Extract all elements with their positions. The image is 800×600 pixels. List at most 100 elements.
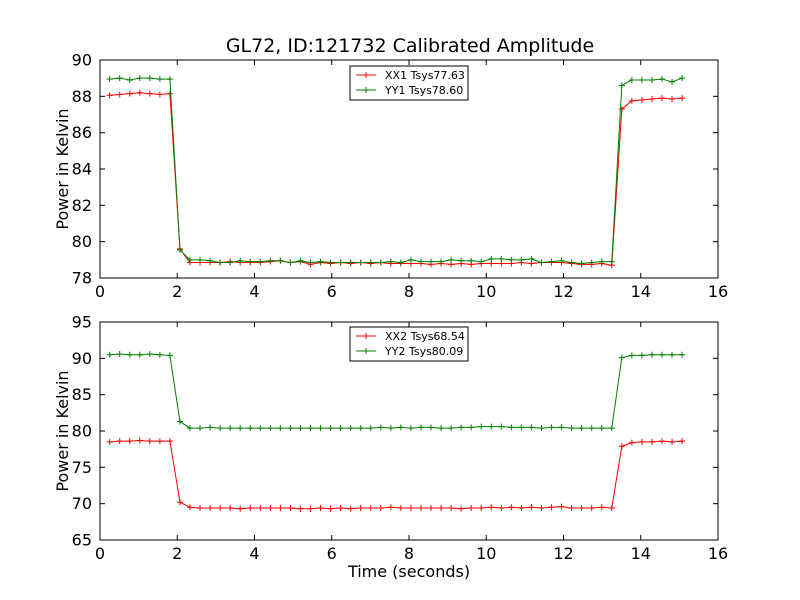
x-tick-label: 8 (404, 282, 414, 301)
data-point (438, 425, 445, 432)
data-point (377, 424, 384, 431)
y-tick-label: 85 (72, 385, 92, 404)
data-point (438, 258, 445, 265)
data-point (146, 75, 153, 82)
data-point (428, 258, 435, 265)
data-point (166, 90, 173, 97)
data-point (307, 425, 314, 432)
data-point (146, 350, 153, 357)
data-point (669, 351, 676, 358)
data-point (136, 75, 143, 82)
data-point (146, 438, 153, 445)
data-point (417, 505, 424, 512)
series-2 (106, 350, 686, 432)
data-point (347, 259, 354, 266)
x-tick-label: 6 (327, 282, 337, 301)
data-point (588, 505, 595, 512)
data-point (126, 76, 133, 83)
data-point (658, 76, 665, 83)
data-point (106, 438, 113, 445)
data-point (458, 424, 465, 431)
data-point (317, 505, 324, 512)
data-point (317, 425, 324, 432)
y-tick-label: 95 (72, 313, 92, 332)
data-point (417, 258, 424, 265)
data-point (116, 350, 123, 357)
data-point (197, 256, 204, 263)
data-point (458, 505, 465, 512)
data-point (247, 505, 254, 512)
y-axis-label: Power in Kelvin (53, 108, 72, 229)
data-point (508, 256, 515, 263)
data-point (297, 257, 304, 264)
data-point (287, 425, 294, 432)
data-point (337, 505, 344, 512)
data-point (116, 91, 123, 98)
legend-marker (363, 72, 369, 78)
y-tick-label: 78 (72, 269, 92, 288)
series-line (109, 92, 683, 266)
data-point (287, 505, 294, 512)
series-line (109, 439, 683, 510)
legend-box (349, 326, 469, 362)
x-tick-label: 14 (631, 544, 651, 563)
data-point (377, 505, 384, 512)
data-point (618, 443, 625, 450)
x-tick-label: 2 (172, 544, 182, 563)
data-point (106, 92, 113, 99)
data-point (468, 424, 475, 431)
data-point (628, 352, 635, 359)
data-point (257, 425, 264, 432)
data-point (478, 505, 485, 512)
data-point (578, 505, 585, 512)
data-point (638, 438, 645, 445)
x-tick-label: 4 (249, 282, 259, 301)
data-point (327, 259, 334, 266)
data-point (397, 259, 404, 266)
data-point (287, 259, 294, 266)
y-tick-label: 86 (72, 123, 92, 142)
data-point (658, 438, 665, 445)
data-point (528, 255, 535, 262)
data-point (598, 504, 605, 511)
data-point (186, 256, 193, 263)
data-point (176, 246, 183, 253)
x-tick-label: 12 (553, 282, 573, 301)
data-point (207, 257, 214, 264)
data-point (227, 425, 234, 432)
data-point (648, 76, 655, 83)
data-point (528, 504, 535, 511)
data-point (658, 351, 665, 358)
data-point (608, 258, 615, 265)
data-point (267, 505, 274, 512)
data-point (669, 78, 676, 85)
data-point (458, 257, 465, 264)
legend-label: XX2 Tsys68.54 (385, 330, 465, 343)
data-point (237, 257, 244, 264)
data-point (317, 258, 324, 265)
y-tick-label: 70 (72, 494, 92, 513)
x-tick-label: 12 (553, 544, 573, 563)
x-tick-label: 0 (95, 282, 105, 301)
data-point (397, 424, 404, 431)
data-point (618, 354, 625, 361)
y-tick-label: 80 (72, 232, 92, 251)
figure-title: GL72, ID:121732 Calibrated Amplitude (226, 35, 594, 57)
y-tick-label: 88 (72, 87, 92, 106)
data-point (598, 258, 605, 265)
data-point (247, 425, 254, 432)
data-point (186, 425, 193, 432)
data-point (337, 425, 344, 432)
data-point (679, 75, 686, 82)
data-point (498, 505, 505, 512)
data-point (478, 258, 485, 265)
data-point (377, 259, 384, 266)
data-point (578, 260, 585, 267)
data-point (518, 505, 525, 512)
y-tick-label: 80 (72, 422, 92, 441)
legend: XX2 Tsys68.54 YY2 Tsys80.09 (349, 326, 469, 362)
data-point (267, 257, 274, 264)
data-point (558, 503, 565, 510)
data-point (448, 256, 455, 263)
y-tick-label: 90 (72, 51, 92, 70)
